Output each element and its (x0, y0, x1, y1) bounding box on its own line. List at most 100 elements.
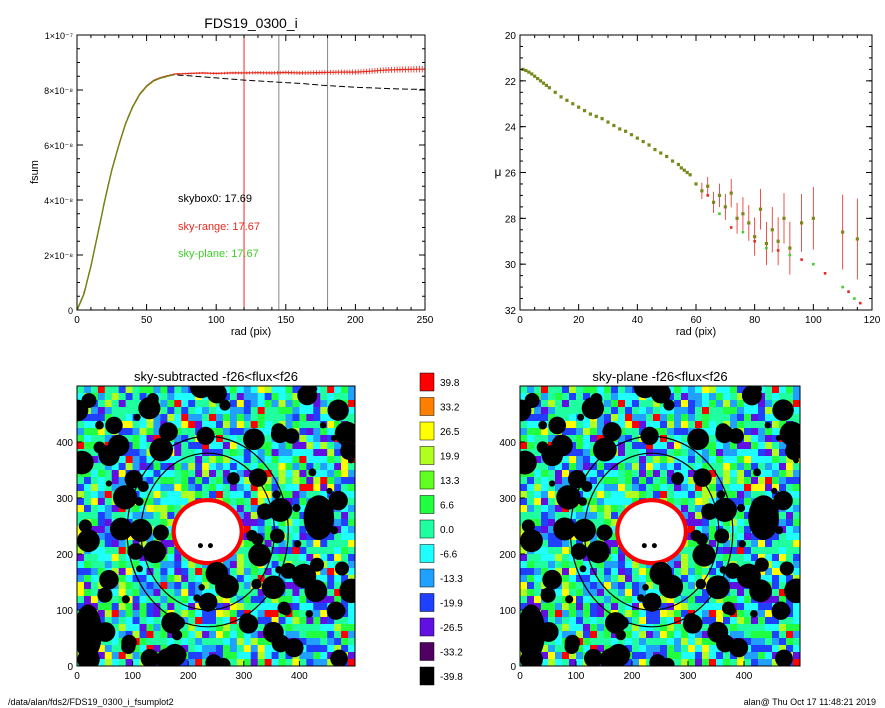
pixel-cell (257, 568, 265, 576)
pixel-cell (348, 498, 355, 506)
pixel-cell (327, 477, 335, 485)
pixel-cell (97, 484, 106, 492)
pixel-cell (160, 561, 168, 569)
pixel-cell (327, 442, 335, 450)
pixel-cell (632, 596, 640, 604)
pixel-cell (576, 449, 584, 457)
pixel-cell (625, 421, 633, 429)
pixel-cell (222, 442, 231, 450)
pixel-cell (153, 386, 161, 394)
pixel-cell (97, 540, 106, 548)
pixel-cell (174, 393, 182, 401)
pixel-cell (632, 484, 640, 492)
pixel-cell (576, 407, 584, 415)
pixel-cell (583, 645, 591, 653)
pixel-cell (653, 491, 661, 499)
pixel-cell (604, 386, 612, 394)
masked-source (663, 399, 675, 411)
pixel-cell (271, 540, 279, 548)
pixel-cell (97, 393, 106, 401)
pixel-cell (195, 477, 203, 485)
pixel-cell (264, 533, 272, 541)
pixel-cell (341, 631, 349, 639)
pixel-cell (299, 442, 307, 450)
pixel-cell (695, 652, 703, 660)
pixel-cell (216, 645, 224, 653)
pixel-cell (611, 547, 619, 555)
pixel-cell (153, 645, 161, 653)
pixel-cell (90, 421, 99, 429)
pixel-cell (793, 631, 800, 639)
pixel-cell (583, 568, 591, 576)
pixel-cell (520, 428, 528, 436)
pixel-cell (181, 477, 189, 485)
pixel-cell (313, 540, 321, 548)
pixel-cell (320, 547, 328, 555)
pixel-cell (751, 638, 759, 646)
pixel-cell (327, 575, 335, 583)
pixel-cell (590, 421, 598, 429)
masked-source (136, 565, 143, 573)
profile-point (679, 166, 683, 170)
pixel-cell (765, 617, 773, 625)
pixel-cell (730, 631, 738, 639)
pixel-cell (167, 561, 175, 569)
pixel-cell (264, 407, 272, 415)
pixel-cell (195, 407, 203, 415)
pixel-cell (674, 652, 682, 660)
pixel-cell (118, 393, 126, 401)
pixel-cell (730, 582, 738, 590)
pixel-cell (583, 624, 591, 632)
pixel-cell (597, 575, 605, 583)
pixel-cell (660, 414, 668, 422)
pixel-cell (765, 568, 773, 576)
pixel-cell (181, 470, 189, 478)
pixel-cell (681, 407, 689, 415)
masked-source (564, 639, 579, 655)
pixel-cell (555, 470, 563, 478)
pixel-cell (229, 386, 238, 394)
pixel-cell (334, 519, 342, 527)
pixel-cell (313, 428, 321, 436)
pixel-cell (674, 414, 682, 422)
pixel-cell (737, 449, 745, 457)
pixel-cell (793, 491, 800, 499)
fsum-frame (76, 34, 426, 311)
pixel-cell (313, 617, 321, 625)
pixel-cell (786, 533, 794, 541)
pixel-cell (625, 484, 633, 492)
pixel-cell (646, 610, 654, 618)
pixel-cell (583, 610, 591, 618)
masked-source (687, 428, 710, 451)
pixel-cell (709, 645, 717, 653)
pixel-cell (702, 491, 710, 499)
pixel-cell (723, 547, 731, 555)
pixel-cell (97, 568, 106, 576)
pixel-cell (264, 400, 272, 408)
pixel-cell (625, 617, 633, 625)
masked-source (773, 490, 793, 511)
pixel-cell (765, 449, 773, 457)
pixel-cell (334, 575, 342, 583)
pixel-cell (278, 477, 286, 485)
pixel-cell (625, 645, 633, 653)
pixel-cell (327, 435, 335, 443)
pixel-cell (264, 498, 272, 506)
profile-point (547, 86, 551, 90)
masked-source (641, 543, 647, 549)
pixel-cell (583, 463, 591, 471)
pixel-cell (744, 631, 752, 639)
pixel-cell (646, 470, 654, 478)
pixel-cell (751, 435, 759, 443)
pixel-cell (744, 442, 752, 450)
pixel-cell (611, 407, 619, 415)
pixel-cell (751, 484, 759, 492)
pixel-cell (730, 540, 738, 548)
pixel-cell (772, 533, 780, 541)
pixel-cell (765, 575, 773, 583)
pixel-cell (97, 638, 106, 646)
pixel-cell (541, 554, 549, 562)
pixel-cell (674, 386, 682, 394)
pixel-cell (236, 470, 245, 478)
pixel-cell (236, 631, 245, 639)
